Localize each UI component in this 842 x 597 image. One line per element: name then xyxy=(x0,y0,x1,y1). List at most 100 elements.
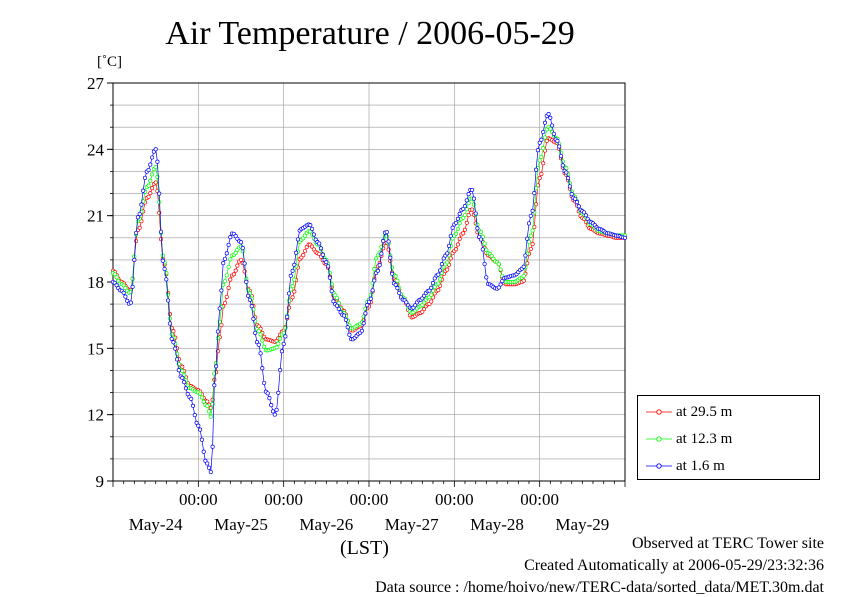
series-point xyxy=(262,344,267,349)
series-point xyxy=(436,288,441,293)
series-point xyxy=(455,216,460,221)
series-point xyxy=(342,313,347,318)
series-point xyxy=(274,345,279,350)
series-point xyxy=(539,137,544,142)
series-point xyxy=(375,253,380,258)
series-point xyxy=(528,213,533,218)
series-point xyxy=(478,237,484,242)
series-point xyxy=(454,231,459,236)
series-point xyxy=(583,213,588,218)
series-point xyxy=(445,267,450,272)
series-point xyxy=(539,171,544,177)
series-point xyxy=(272,412,277,417)
series-point xyxy=(274,407,279,412)
series-point xyxy=(450,225,455,230)
footer-site: Observed at TERC Tower site xyxy=(631,535,824,552)
x-date-label: May-25 xyxy=(214,515,268,534)
y-tick-label: 12 xyxy=(87,406,104,425)
series-point xyxy=(205,403,210,409)
series-point xyxy=(244,279,249,284)
series-point xyxy=(530,242,535,247)
y-axis-unit-label: [˚C] xyxy=(97,54,122,70)
series-point xyxy=(171,340,176,345)
series-point xyxy=(521,264,526,269)
series-point xyxy=(438,268,443,273)
series-point xyxy=(171,329,176,334)
series-point xyxy=(180,369,185,374)
series-point xyxy=(169,332,174,337)
series-point xyxy=(461,206,466,211)
series-point xyxy=(308,223,313,228)
series-point xyxy=(526,239,532,244)
series-point xyxy=(445,260,450,265)
series-point xyxy=(457,211,462,216)
series-point xyxy=(372,267,377,272)
series-point xyxy=(301,236,306,241)
series-point xyxy=(484,275,489,280)
series-point xyxy=(537,176,542,181)
series-point xyxy=(139,202,144,207)
series-point xyxy=(258,332,263,337)
series-point xyxy=(345,325,350,330)
series-point xyxy=(326,264,331,269)
series-point xyxy=(278,336,283,341)
series-point xyxy=(265,391,270,396)
series-point xyxy=(251,316,256,321)
series-point xyxy=(210,444,215,449)
series-point xyxy=(270,409,276,414)
y-tick-label: 27 xyxy=(87,74,105,93)
series-point xyxy=(201,449,206,454)
series-point xyxy=(260,338,265,343)
series-point xyxy=(208,414,213,419)
series-point xyxy=(260,366,265,371)
series-point xyxy=(235,263,240,268)
series-point xyxy=(327,275,332,280)
series-point xyxy=(470,207,475,212)
series-point xyxy=(290,295,295,300)
series-point xyxy=(445,251,450,256)
series-point xyxy=(258,351,263,356)
series-point xyxy=(542,135,548,140)
series-point xyxy=(377,263,382,268)
series-point xyxy=(262,380,267,386)
x-time-label: 00:00 xyxy=(435,490,474,509)
series-point xyxy=(141,188,146,193)
series-point xyxy=(224,273,229,278)
series-point xyxy=(142,175,148,180)
series-point xyxy=(203,458,208,463)
series-point xyxy=(436,272,441,277)
series-point xyxy=(180,375,185,380)
series-point xyxy=(430,281,436,286)
series-point xyxy=(395,286,400,291)
x-date-label: May-29 xyxy=(555,515,609,534)
series-point xyxy=(566,176,571,181)
series-point xyxy=(422,300,427,305)
series-point xyxy=(123,286,128,291)
series-point xyxy=(429,292,434,297)
series-point xyxy=(557,144,562,149)
series-point xyxy=(221,261,226,266)
series-point xyxy=(521,273,526,279)
series-point xyxy=(123,294,128,299)
series-point xyxy=(347,332,352,337)
series-point xyxy=(148,178,153,183)
series-point xyxy=(496,262,501,267)
series-point xyxy=(148,162,153,167)
series-point xyxy=(331,299,336,304)
series-point xyxy=(292,262,297,267)
series-point xyxy=(475,226,480,231)
series-point xyxy=(550,123,555,128)
series-point xyxy=(205,461,210,466)
series-point xyxy=(182,380,187,385)
series-point xyxy=(134,238,139,244)
series-point xyxy=(534,167,539,172)
series-point xyxy=(158,237,164,242)
series-point xyxy=(496,285,501,290)
series-point xyxy=(290,268,295,273)
series-point xyxy=(194,420,199,425)
series-point xyxy=(112,272,117,277)
series-point xyxy=(228,257,233,262)
series-point xyxy=(478,229,484,235)
series-point xyxy=(318,246,324,251)
series-point xyxy=(310,244,315,249)
